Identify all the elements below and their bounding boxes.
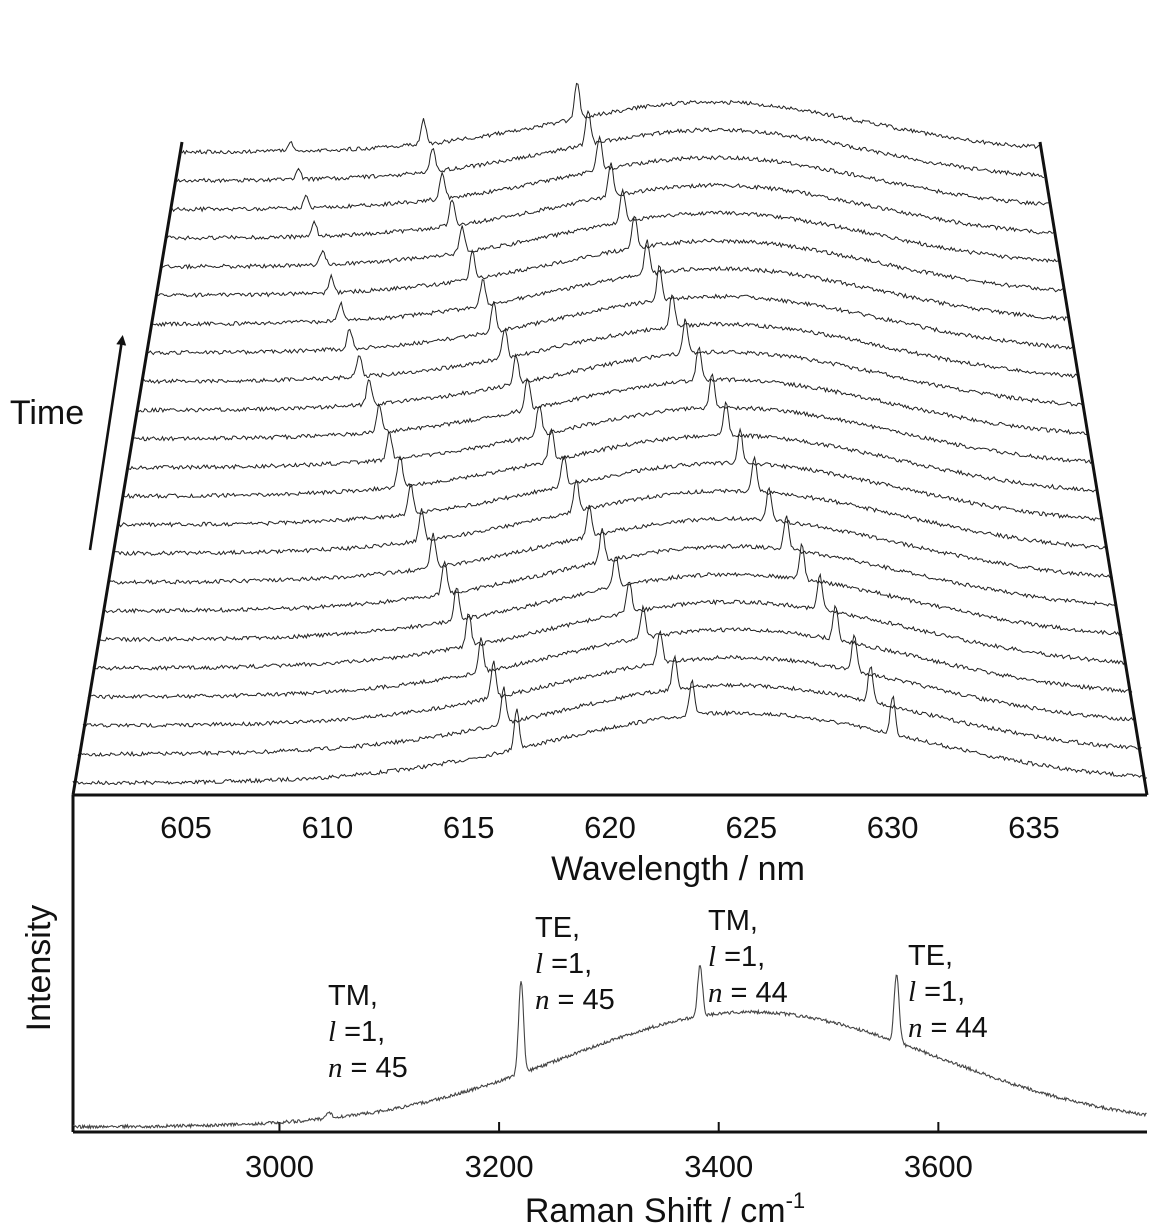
annotation-l-symbol: l: [328, 1016, 336, 1048]
waterfall-traces: [72, 82, 1148, 786]
wavelength-tick-labels: 605 610 615 620 625 630 635: [160, 810, 1060, 845]
raman-panel: 3000 3200 3400 3600 Raman Shift / cm-1 Inte…: [20, 795, 1147, 1228]
raman-axis-label-superscript: -1: [786, 1188, 806, 1213]
annotation-l-value: =1,: [916, 976, 965, 1008]
waterfall-trace: [132, 346, 1089, 442]
peak-annotation-te-44: TE, l =1, n = 44: [908, 940, 988, 1044]
annotation-l-value: =1,: [716, 941, 765, 973]
waterfall-trace: [152, 239, 1070, 327]
waterfall-trace: [166, 162, 1054, 241]
waterfall-trace: [136, 318, 1083, 414]
annotation-n-symbol: n: [328, 1052, 343, 1084]
wavelength-tick-label: 635: [1008, 810, 1060, 845]
waterfall-trace: [181, 82, 1041, 155]
raman-tick-label: 3600: [904, 1149, 973, 1184]
annotation-n-value: = 44: [723, 977, 788, 1009]
peak-annotation-tm-44: TM, l =1, n = 44: [708, 905, 788, 1009]
wavelength-tick-label: 605: [160, 810, 212, 845]
intensity-axis-label: Intensity: [20, 905, 58, 1032]
wavelength-tick-label: 615: [443, 810, 495, 845]
waterfall-trace: [107, 486, 1113, 585]
waterfall-trace: [87, 604, 1133, 700]
raman-axis-label: Raman Shift / cm-1: [525, 1188, 805, 1228]
waterfall-trace: [142, 294, 1079, 385]
annotation-n-value: = 45: [343, 1052, 408, 1084]
waterfall-trace: [82, 629, 1136, 728]
raman-spectrum-line: [72, 965, 1147, 1130]
waterfall-left-edge: [71, 141, 184, 796]
waterfall-trace: [176, 109, 1045, 184]
wavelength-tick-label: 630: [867, 810, 919, 845]
waterfall-right-edge: [1038, 141, 1149, 796]
time-axis-label: Time: [10, 394, 84, 432]
peak-annotation-tm-45: TM, l =1, n = 45: [328, 980, 408, 1084]
waterfall-trace: [117, 427, 1104, 528]
raman-tick-label: 3400: [684, 1149, 753, 1184]
wavelength-tick-label: 620: [584, 810, 636, 845]
annotation-l-symbol: l: [535, 948, 543, 980]
waterfall-trace: [97, 542, 1123, 643]
waterfall-trace: [127, 372, 1094, 471]
waterfall-trace: [157, 215, 1064, 298]
waterfall-panel: 605 610 615 620 625 630 635 Wavelength / nm Ti…: [10, 82, 1149, 888]
annotation-l-symbol: l: [908, 976, 916, 1008]
annotation-mode: TM,: [708, 905, 758, 937]
annotation-n-symbol: n: [708, 977, 723, 1009]
waterfall-trace: [102, 515, 1117, 614]
annotation-l-value: =1,: [336, 1016, 385, 1048]
waterfall-trace: [112, 455, 1108, 556]
annotation-mode: TE,: [535, 912, 580, 944]
annotation-n-symbol: n: [535, 984, 550, 1016]
waterfall-trace: [72, 678, 1148, 786]
wavelength-tick-label: 625: [725, 810, 777, 845]
annotation-mode: TM,: [328, 980, 378, 1012]
waterfall-trace: [146, 264, 1074, 356]
waterfall-trace: [171, 134, 1050, 213]
waterfall-trace: [77, 654, 1142, 757]
raman-axis-label-text: Raman Shift / cm: [525, 1192, 786, 1228]
wavelength-tick-label: 610: [302, 810, 354, 845]
annotation-n-symbol: n: [908, 1012, 923, 1044]
waterfall-trace: [92, 572, 1127, 671]
annotation-n-value: = 44: [923, 1012, 988, 1044]
peak-annotation-te-45: TE, l =1, n = 45: [535, 912, 615, 1016]
annotation-n-value: = 45: [550, 984, 615, 1016]
raman-tick-labels: 3000 3200 3400 3600: [245, 1149, 973, 1184]
time-arrow: [88, 335, 127, 551]
raman-tick-label: 3000: [245, 1149, 314, 1184]
raman-tick-label: 3200: [465, 1149, 534, 1184]
annotation-mode: TE,: [908, 940, 953, 972]
wavelength-axis-label: Wavelength / nm: [551, 850, 805, 888]
waterfall-trace: [161, 187, 1060, 270]
annotation-l-value: =1,: [543, 948, 592, 980]
waterfall-trace: [122, 400, 1098, 499]
annotation-l-symbol: l: [708, 941, 716, 973]
